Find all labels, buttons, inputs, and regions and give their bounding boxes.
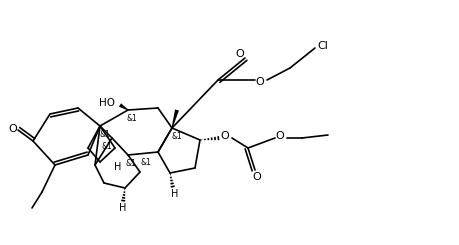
Text: H: H [114,162,122,172]
Text: O: O [9,124,17,134]
Text: Cl: Cl [317,41,328,51]
Text: &1: &1 [100,130,110,138]
Text: &1: &1 [140,158,151,167]
Text: &1: &1 [125,159,136,168]
Text: &1: &1 [101,142,112,150]
Text: O: O [252,172,261,182]
Text: &1: &1 [126,113,137,122]
Text: O: O [255,77,264,87]
Text: O: O [275,131,284,141]
Text: &1: &1 [171,132,182,140]
Text: HO: HO [99,98,115,108]
Text: O: O [220,131,229,141]
Polygon shape [119,103,128,110]
Text: H: H [119,203,126,213]
Polygon shape [171,110,179,128]
Text: O: O [235,49,244,59]
Text: H: H [171,189,178,199]
